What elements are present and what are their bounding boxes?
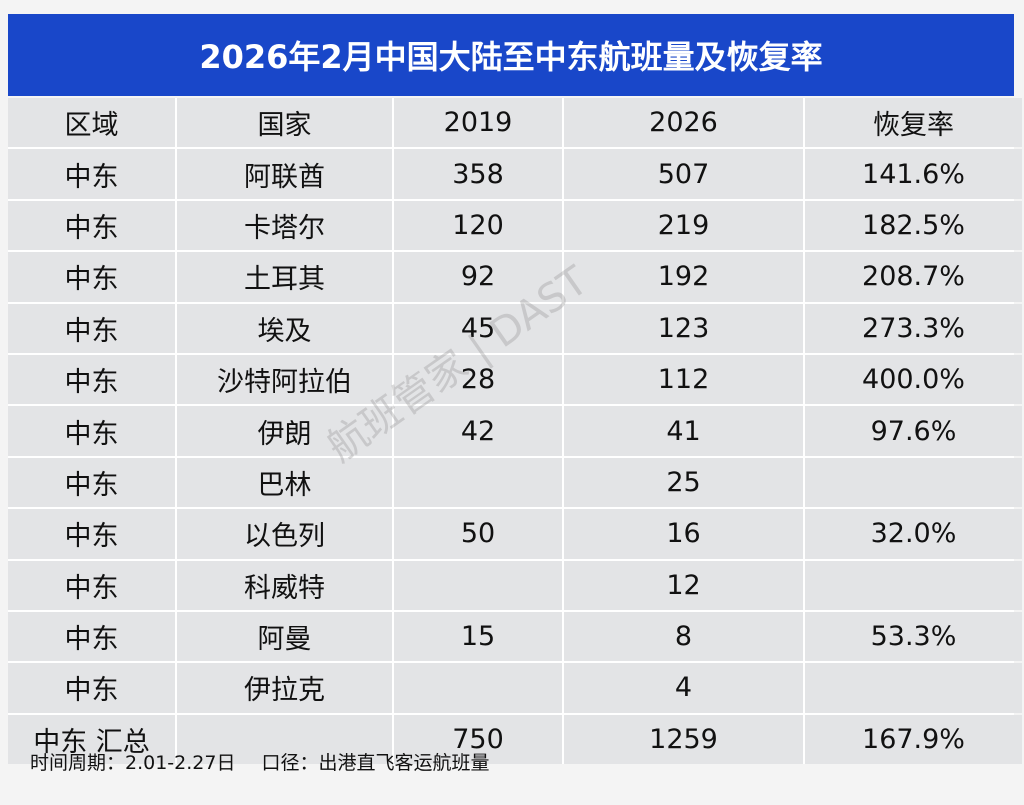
table-cell: 42	[394, 406, 562, 456]
table-cell: 53.3%	[805, 611, 1022, 662]
table-cell: 中东	[8, 354, 175, 405]
table-cell: 中东	[8, 303, 175, 353]
table-cell: 阿联酋	[177, 149, 392, 199]
table-cell: 巴林	[177, 457, 392, 508]
table: 区域 国家 2019 2026 恢复率 中东 阿联酋 358 507 141.6% 中东 卡塔尔 120…	[8, 98, 1022, 765]
table-cell: 25	[564, 457, 803, 508]
title-bar: 2026年2月中国大陆至中东航班量及恢复率	[8, 14, 1014, 96]
table-cell: 阿曼	[177, 611, 392, 662]
table-cell: 41	[564, 406, 803, 456]
table-cell	[177, 714, 392, 765]
table-cell: 45	[394, 303, 562, 353]
table-cell: 中东	[8, 663, 175, 713]
table-cell: 358	[394, 149, 562, 199]
table-cell: 141.6%	[805, 149, 1022, 199]
table-cell: 科威特	[177, 560, 392, 610]
table-cell: 750	[394, 714, 562, 765]
table-cell: 卡塔尔	[177, 200, 392, 251]
table-cell: 208.7%	[805, 252, 1022, 302]
table-cell: 400.0%	[805, 354, 1022, 405]
table-cell: 土耳其	[177, 252, 392, 302]
footer-period: 时间周期：2.01-2.27日	[30, 752, 236, 774]
table-cell: 182.5%	[805, 200, 1022, 251]
table-cell: 50	[394, 509, 562, 559]
table-cell: 32.0%	[805, 509, 1022, 559]
table-cell: 中东	[8, 149, 175, 199]
table-cell: 伊拉克	[177, 663, 392, 713]
table-cell: 中东	[8, 509, 175, 559]
header-cell: 2019	[394, 98, 562, 148]
table-cell	[805, 560, 1022, 610]
table-cell: 192	[564, 252, 803, 302]
table-cell: 12	[564, 560, 803, 610]
table-cell: 167.9%	[805, 714, 1022, 765]
table-cell: 伊朗	[177, 406, 392, 456]
table-cell: 以色列	[177, 509, 392, 559]
header-cell: 恢复率	[805, 98, 1022, 148]
table-cell	[394, 457, 562, 508]
table-cell: 中东 汇总	[8, 714, 175, 765]
table-cell: 1259	[564, 714, 803, 765]
header-cell: 2026	[564, 98, 803, 148]
table-cell: 4	[564, 663, 803, 713]
table-cell: 97.6%	[805, 406, 1022, 456]
table-cell	[394, 560, 562, 610]
table-cell: 中东	[8, 611, 175, 662]
table-cell: 123	[564, 303, 803, 353]
table-cell: 8	[564, 611, 803, 662]
table-cell: 507	[564, 149, 803, 199]
table-cell: 沙特阿拉伯	[177, 354, 392, 405]
table-cell: 219	[564, 200, 803, 251]
table-cell: 中东	[8, 200, 175, 251]
footer-scope: 口径：出港直飞客运航班量	[261, 752, 490, 774]
table-cell	[394, 663, 562, 713]
table-cell: 112	[564, 354, 803, 405]
table-cell	[805, 457, 1022, 508]
table-cell: 15	[394, 611, 562, 662]
table-cell: 中东	[8, 252, 175, 302]
table-cell	[805, 663, 1022, 713]
table-cell: 中东	[8, 457, 175, 508]
table-cell: 120	[394, 200, 562, 251]
table-cell: 16	[564, 509, 803, 559]
table-cell: 28	[394, 354, 562, 405]
title: 2026年2月中国大陆至中东航班量及恢复率	[199, 38, 823, 76]
header-cell: 区域	[8, 98, 175, 148]
header-cell: 国家	[177, 98, 392, 148]
table-cell: 273.3%	[805, 303, 1022, 353]
table-cell: 中东	[8, 560, 175, 610]
footer: 时间周期：2.01-2.27日 口径：出港直飞客运航班量	[30, 748, 489, 775]
table-cell: 92	[394, 252, 562, 302]
table-cell: 埃及	[177, 303, 392, 353]
table-cell: 中东	[8, 406, 175, 456]
